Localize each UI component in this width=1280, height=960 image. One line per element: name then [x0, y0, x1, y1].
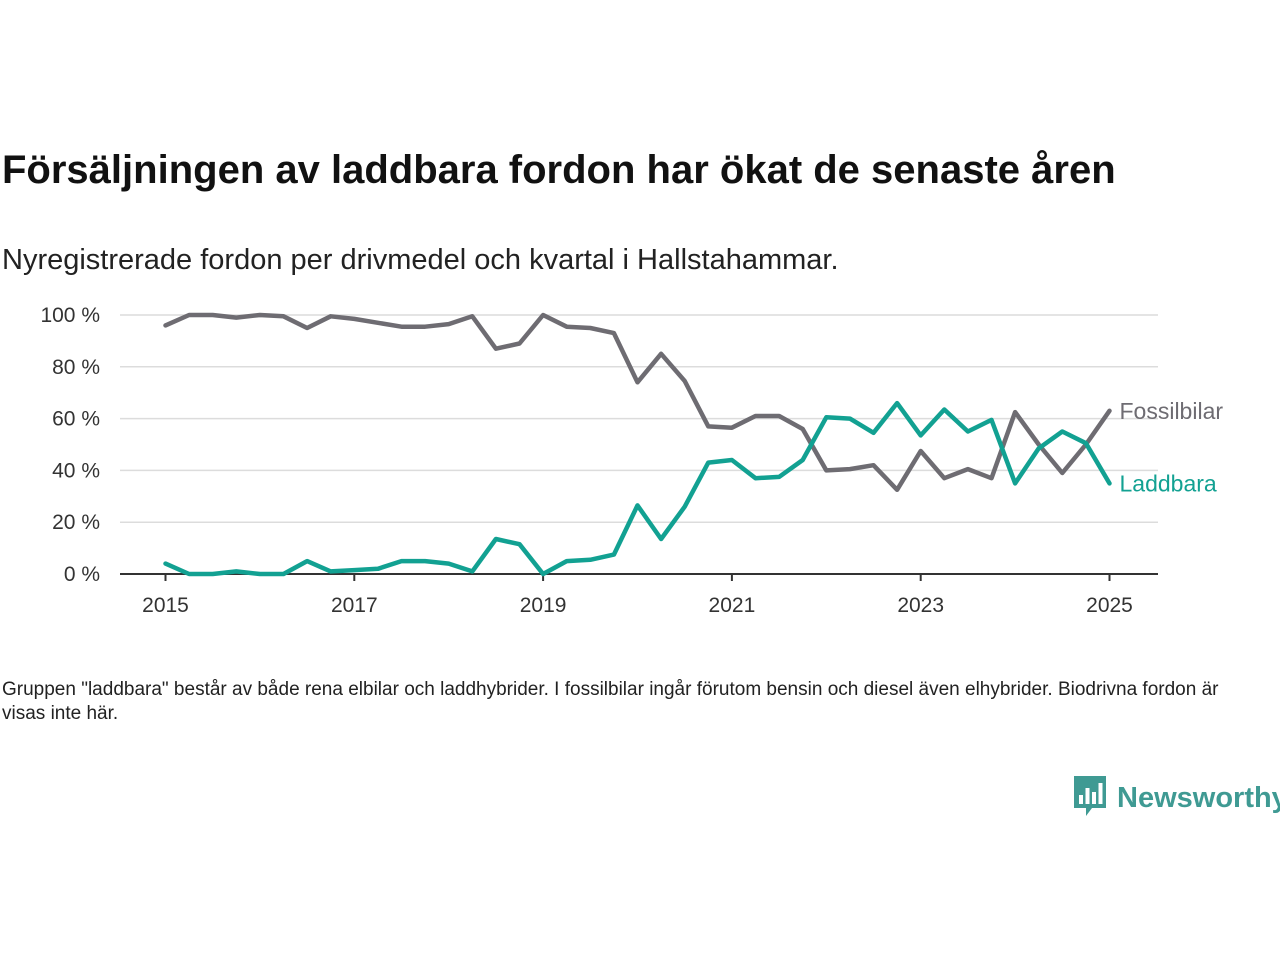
series-line-fossilbilar — [163, 312, 1112, 493]
footnote: Gruppen "laddbara" består av både rena e… — [2, 679, 1219, 724]
series-labels: Fossilbilar Laddbara — [1120, 398, 1224, 497]
y-tick-label: 0 % — [64, 563, 100, 586]
gridlines — [120, 314, 1158, 523]
y-tick-label: 40 % — [52, 459, 100, 482]
x-tick-label: 2023 — [897, 594, 944, 617]
x-tick-label: 2021 — [709, 594, 756, 617]
x-tick-label: 2025 — [1086, 594, 1133, 617]
y-tick-label: 60 % — [52, 408, 100, 431]
series-label-fossilbilar: Fossilbilar — [1120, 398, 1224, 424]
brand-name: Newsworthy — [1117, 781, 1280, 814]
y-axis: 0 % 20 % 40 % 60 % 80 % 100 % — [40, 304, 100, 586]
y-tick-label: 80 % — [52, 356, 100, 379]
chart-title: Försäljningen av laddbara fordon har öka… — [2, 148, 1116, 192]
series-label-laddbara: Laddbara — [1120, 470, 1217, 496]
y-tick-label: 100 % — [40, 304, 100, 327]
series-line-laddbara — [163, 400, 1112, 577]
x-tick-label: 2017 — [331, 594, 378, 617]
x-tick-label: 2015 — [142, 594, 189, 617]
y-tick-label: 20 % — [52, 511, 100, 534]
x-tick-label: 2019 — [520, 594, 567, 617]
chart-subtitle: Nyregistrerade fordon per drivmedel och … — [2, 244, 839, 276]
series-lines — [163, 312, 1112, 577]
line-chart: 0 % 20 % 40 % 60 % 80 % 100 % 2015 2017 2019 202… — [40, 304, 1224, 617]
x-axis: 2015 2017 2019 2021 2023 2025 — [120, 573, 1158, 617]
newsworthy-logo-icon — [1073, 775, 1107, 822]
brand: Newsworthy — [1073, 775, 1280, 822]
